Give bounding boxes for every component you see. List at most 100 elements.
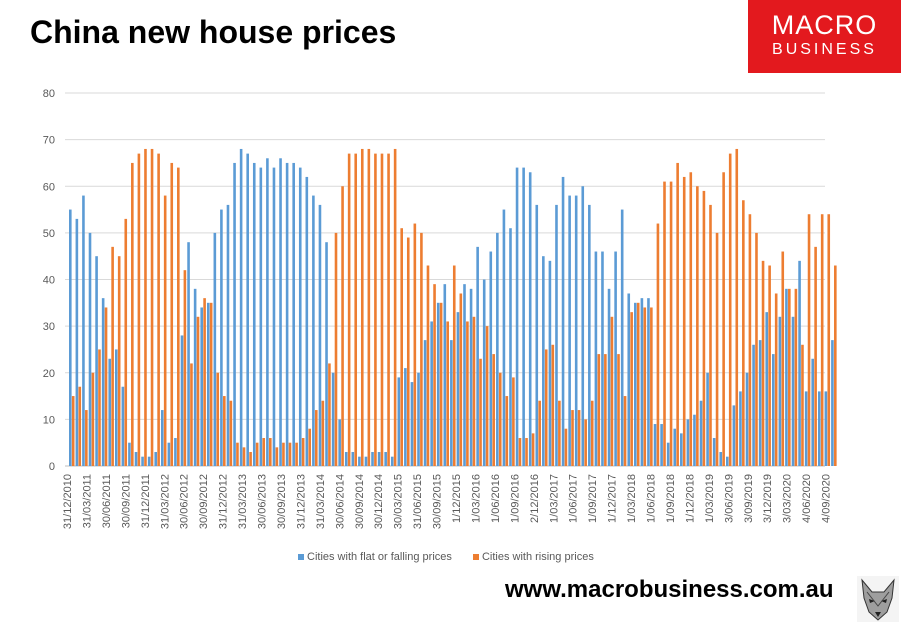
bar-falling xyxy=(699,400,703,466)
bar-falling xyxy=(206,302,210,466)
x-tick-label: 30/06/2011 xyxy=(101,474,113,528)
bar-rising xyxy=(301,438,305,466)
bar-rising xyxy=(617,354,620,466)
bar-falling xyxy=(719,452,723,466)
bar-falling xyxy=(515,167,519,466)
bar-falling xyxy=(581,186,585,466)
bar-falling xyxy=(476,246,479,466)
x-tick-label: 30/06/2014 xyxy=(334,474,346,529)
bar-falling xyxy=(108,358,112,466)
legend-swatch-falling xyxy=(298,554,304,561)
bar-rising xyxy=(558,400,561,466)
logo-line-1: MACRO xyxy=(771,10,878,40)
bar-falling xyxy=(831,340,834,466)
bar-rising xyxy=(334,232,338,467)
bar-rising xyxy=(623,396,627,466)
bar-falling xyxy=(443,284,447,466)
bar-falling xyxy=(450,340,453,466)
logo-line-2: BUSINESS xyxy=(772,41,877,58)
house-price-chart: 0 10 20 30 40 50 60 70 80 31/12/2010 31/03/2011 30/… xyxy=(43,88,837,529)
x-tick-label: 1/06/2018 xyxy=(646,474,658,523)
bar-falling xyxy=(653,424,657,466)
bar-falling xyxy=(588,204,591,466)
y-tick-label: 10 xyxy=(43,414,55,426)
bar-falling xyxy=(548,260,552,466)
bar-falling xyxy=(318,204,322,466)
bar-rising xyxy=(262,438,266,466)
bar-falling xyxy=(69,209,72,466)
bar-falling xyxy=(778,316,782,466)
y-tick-label: 30 xyxy=(43,321,55,333)
bar-rising xyxy=(459,293,463,466)
bar-rising xyxy=(98,349,101,466)
bar-rising xyxy=(479,358,482,466)
bar-rising xyxy=(282,442,285,466)
bar-rising xyxy=(229,400,233,466)
bar-falling xyxy=(706,372,709,466)
bar-rising xyxy=(814,246,817,466)
bar-rising xyxy=(111,246,114,466)
bar-rising xyxy=(715,232,719,467)
bar-falling xyxy=(469,288,473,466)
bar-falling xyxy=(193,288,197,466)
bar-rising xyxy=(150,148,154,466)
bar-rising xyxy=(728,153,732,467)
bar-rising xyxy=(85,410,88,466)
x-tick-label: 30/12/2014 xyxy=(373,474,385,529)
bar-rising xyxy=(209,302,213,466)
bar-falling xyxy=(101,298,105,466)
bar-falling xyxy=(423,340,427,466)
bar-falling xyxy=(542,256,545,466)
x-tick-label: 1/09/2017 xyxy=(587,474,599,523)
bar-rising xyxy=(314,410,318,466)
bar-falling xyxy=(522,167,525,466)
bar-falling xyxy=(647,298,650,466)
bar-rising xyxy=(636,302,640,466)
bar-rising xyxy=(794,288,798,466)
bar-falling xyxy=(607,288,611,466)
bar-falling xyxy=(226,204,230,466)
x-tick-label: 1/09/2018 xyxy=(665,474,677,523)
bar-falling xyxy=(574,195,578,466)
bar-falling xyxy=(634,302,637,466)
bar-falling xyxy=(680,433,683,466)
bar-rising xyxy=(755,232,758,467)
bar-falling xyxy=(686,419,690,467)
x-tick-label: 3/03/2020 xyxy=(782,474,794,523)
x-tick-label: 30/03/2015 xyxy=(393,474,405,529)
bar-falling xyxy=(75,218,79,466)
wolf-head-icon xyxy=(857,576,899,622)
bar-falling xyxy=(252,162,256,466)
bar-falling xyxy=(817,391,821,466)
bar-falling xyxy=(88,232,92,467)
x-tick-label: 31/12/2010 xyxy=(62,474,74,529)
bar-rising xyxy=(328,363,331,466)
bar-rising xyxy=(137,153,141,467)
x-tick-label: 31/12/2012 xyxy=(218,474,230,529)
x-tick-label: 31/03/2011 xyxy=(81,474,93,528)
x-tick-label: 1/03/2019 xyxy=(704,474,716,523)
bar-rising xyxy=(768,265,771,466)
bar-falling xyxy=(614,251,617,466)
legend-label-falling: Cities with flat or falling prices xyxy=(307,551,452,563)
website-url: www.macrobusiness.com.au xyxy=(505,576,834,603)
bar-falling xyxy=(338,419,341,467)
bar-rising xyxy=(393,148,397,466)
bar-falling xyxy=(384,452,387,466)
bar-rising xyxy=(124,218,128,466)
bar-falling xyxy=(502,209,506,466)
bar-falling xyxy=(213,232,217,467)
bar-rising xyxy=(117,256,121,466)
bar-falling xyxy=(594,251,598,466)
bar-rising xyxy=(275,447,279,466)
y-tick-label: 20 xyxy=(43,368,55,380)
bar-rising xyxy=(512,377,515,466)
bar-rising xyxy=(774,293,778,466)
x-tick-label: 1/12/2018 xyxy=(684,474,696,523)
bar-falling xyxy=(266,158,269,466)
bar-falling xyxy=(325,242,328,466)
x-tick-label: 30/06/2013 xyxy=(257,474,269,529)
bar-rising xyxy=(144,148,147,466)
bar-rising xyxy=(676,162,679,466)
bar-falling xyxy=(456,312,460,466)
